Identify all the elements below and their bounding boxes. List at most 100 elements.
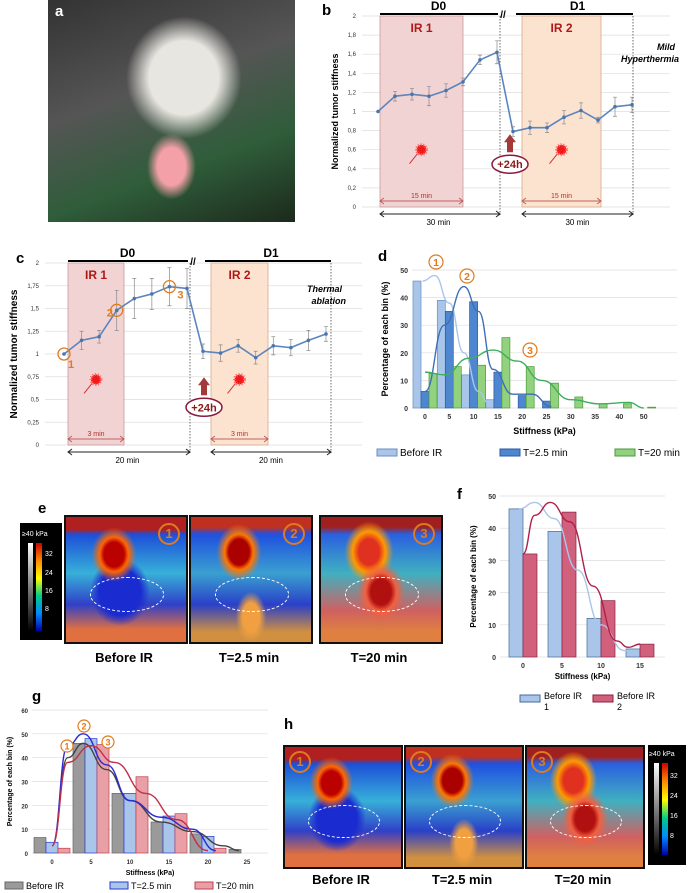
data-point [444, 88, 448, 93]
colorbar-top-label: ≥40 kPa [649, 751, 675, 758]
data-point [630, 103, 634, 107]
legend-swatch [592, 694, 614, 703]
fit-curve [519, 501, 633, 652]
colorbar-h: ≥40 kPa 32 24 16 8 [648, 745, 686, 865]
x-axis-label: Stiffness (kPa) [126, 870, 175, 877]
bar [452, 366, 462, 409]
y-axis-label: Percentage of each bin (%) [380, 281, 390, 396]
x-axis-label: Stiffness (kPa) [513, 426, 576, 436]
legend-label: Before IR [400, 448, 442, 459]
data-point [613, 104, 617, 109]
legend-swatch [194, 881, 214, 890]
ir2-label: IR 2 [228, 268, 250, 282]
y-tick-label: 0 [25, 852, 29, 858]
bar [550, 382, 559, 409]
y-tick-label: 50 [488, 494, 496, 501]
data-point [528, 125, 532, 130]
legend-swatch [109, 881, 129, 890]
x-tick-label: 0 [521, 663, 525, 670]
y-tick-label: 20 [21, 804, 28, 810]
d0-label: D0 [120, 246, 136, 260]
y-tick-label: 0,6 [348, 148, 357, 154]
bar [469, 301, 478, 409]
tumor-contour [308, 804, 380, 838]
y-tick-label: 0,4 [348, 167, 357, 173]
data-point [511, 129, 515, 134]
fit-curve [51, 745, 209, 852]
laser-beam-icon [549, 153, 558, 165]
image-caption: Before IR [312, 872, 370, 887]
x-tick-label: 40 [616, 414, 624, 421]
time-point-badge: 2 [410, 751, 432, 773]
y-tick-label: 50 [21, 733, 28, 739]
condition-label: ablation [311, 296, 346, 306]
time-point-label: 1 [68, 359, 74, 371]
peak-marker [459, 268, 475, 284]
bar [428, 373, 438, 409]
data-point [236, 344, 240, 348]
data-point [545, 125, 549, 130]
condition-label: Mild [657, 42, 675, 52]
ir2-duration-label: 15 min [551, 193, 572, 200]
x-tick-label: 10 [597, 663, 605, 670]
y-axis-label: Percentage of each bin (%) [469, 525, 478, 628]
ir1-label: IR 1 [85, 268, 107, 282]
bar [96, 744, 110, 854]
image-caption: T=20 min [554, 872, 612, 887]
y-tick-label: 1,75 [27, 284, 39, 290]
data-point [218, 351, 223, 355]
data-point [97, 334, 101, 339]
time-point-label: 2 [107, 307, 113, 319]
bar [547, 531, 563, 658]
bar [508, 508, 524, 658]
peak-marker [101, 735, 115, 749]
up-arrow-icon [198, 377, 210, 396]
ir1-duration-arrow-heads [67, 435, 125, 443]
legend-label: Before IR [544, 691, 583, 701]
peak-marker [60, 739, 74, 753]
data-point [201, 349, 205, 354]
elastography-image: 1 [283, 745, 403, 869]
legend-label: T=2.5 min [131, 881, 171, 891]
bar [33, 837, 47, 854]
x-tick-label: 15 [166, 860, 173, 866]
y-tick-label: 20 [488, 591, 496, 598]
bar [150, 821, 164, 854]
y-tick-label: 10 [400, 378, 408, 385]
axis-break-icon: // [500, 10, 506, 21]
peak-marker-label: 3 [105, 737, 110, 747]
y-tick-label: 0,75 [27, 375, 39, 381]
bar [522, 553, 538, 658]
colorbar-tick: 24 [45, 570, 53, 577]
bar [189, 833, 203, 854]
y-tick-label: 2 [353, 14, 357, 20]
ir2-label: IR 2 [550, 21, 572, 35]
laser-icon [415, 143, 428, 157]
y-tick-label: 60 [21, 709, 28, 715]
x-tick-label: 20 [518, 414, 526, 421]
fit-curve [424, 349, 644, 409]
elastography-image: 1 [64, 515, 188, 644]
data-point [495, 50, 499, 55]
condition-label: Hyperthermia [621, 54, 679, 64]
laser-beam-icon [83, 383, 93, 394]
up-arrow-icon [504, 134, 516, 153]
time-point-badge: 1 [158, 523, 180, 545]
data-point [253, 355, 258, 360]
x-tick-label: 0 [50, 860, 54, 866]
x-tick-label: 25 [244, 860, 251, 866]
x-tick-label: 35 [591, 414, 599, 421]
y-tick-label: 1,25 [27, 329, 39, 335]
data-point [132, 296, 137, 301]
ir1-label: IR 1 [410, 21, 432, 35]
colorbar-tick: 8 [670, 833, 674, 840]
y-tick-label: 0,5 [31, 398, 40, 404]
y-tick-label: 40 [400, 296, 408, 303]
legend-label: Before IR [617, 691, 656, 701]
data-point [596, 118, 600, 122]
y-axis-label: Normalized tumor stiffness [9, 289, 20, 418]
data-point [167, 284, 172, 289]
peak-marker-label: 3 [527, 345, 533, 357]
d1-label: D1 [570, 0, 586, 13]
